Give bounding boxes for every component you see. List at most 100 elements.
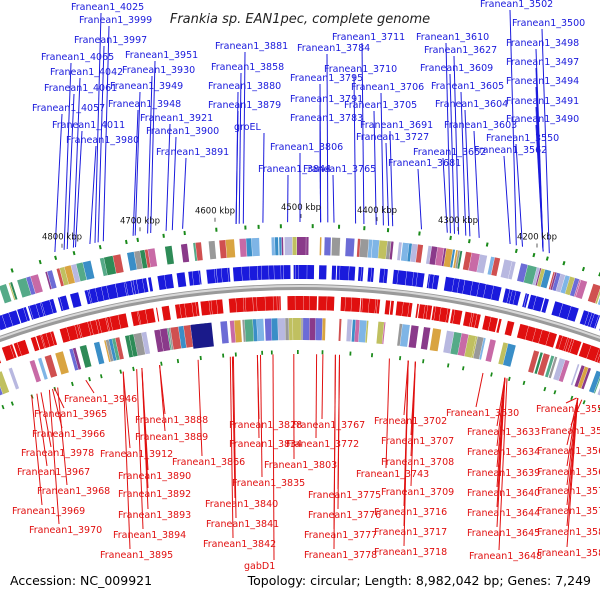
- outer-feature-segment: [30, 274, 43, 294]
- inner-feature-segment: [315, 318, 323, 341]
- genome-backbone-highlight: [0, 285, 600, 339]
- forward-gene-segment: [283, 265, 291, 280]
- bottom-callout-line: [52, 388, 63, 429]
- outer-feature-segment: [565, 276, 575, 296]
- bottom-gene-label: Franean1_3828: [229, 420, 302, 431]
- inner-feature-segment: [220, 321, 229, 344]
- outer-feature-segment: [407, 243, 412, 262]
- reverse-gene-segment: [401, 302, 410, 317]
- reverse-gene-segment: [279, 296, 281, 311]
- reverse-gene-segment: [17, 339, 30, 356]
- outer-feature-segment: [468, 252, 480, 272]
- outer-feature-segment: [45, 271, 52, 290]
- outer-feature-segment: [508, 261, 516, 280]
- bottom-callout-line: [385, 358, 390, 469]
- reverse-gene-segment: [482, 315, 491, 331]
- bottom-callout-line: [272, 354, 275, 561]
- outer-feature-segment: [410, 243, 418, 263]
- outer-feature-segment: [429, 246, 438, 265]
- inner-feature-segment: [537, 353, 550, 376]
- inner-marker-segment: [371, 353, 374, 358]
- outer-feature-segment: [59, 267, 69, 286]
- position-ticks: 4800 kbp 4700 kbp 4600 kbp 4500 kbp 4400 kbp…: [42, 203, 557, 248]
- bottom-gene-label: Franean1_3640: [467, 488, 540, 499]
- inner-feature-segment: [420, 327, 431, 350]
- inner-feature-segment: [593, 376, 600, 394]
- bottom-gene-label: Franean1_3842: [203, 539, 276, 550]
- bottom-gene-label: Franean1_3866: [172, 457, 245, 468]
- outer-feature-segment: [279, 237, 282, 256]
- forward-gene-segment: [241, 266, 250, 281]
- bottom-callout-line: [40, 392, 52, 448]
- inner-feature-segment: [354, 319, 360, 342]
- top-gene-label: Franean1_4011: [52, 120, 125, 131]
- top-gene-label: Franean1_3980: [66, 135, 139, 146]
- outer-feature-segment: [597, 297, 600, 306]
- inner-feature-segment: [577, 366, 589, 389]
- reverse-gene-segment: [131, 311, 140, 327]
- forward-gene-segment: [491, 285, 502, 302]
- reverse-gene-segment: [445, 308, 451, 323]
- forward-gene-segment: [296, 264, 299, 279]
- inner-feature-segment: [309, 318, 316, 341]
- reverse-gene-segment: [175, 304, 182, 319]
- top-gene-label: Franean1_3610: [416, 32, 489, 43]
- top-gene-label: Franean1_3791: [290, 94, 363, 105]
- inner-marker-segment: [222, 353, 225, 358]
- outer-marker-segment: [545, 256, 549, 261]
- top-callout-line: [66, 93, 75, 250]
- inner-feature-segment: [170, 326, 182, 350]
- forward-gene-segment: [87, 289, 93, 304]
- reverse-gene-segment: [368, 298, 376, 314]
- top-callout-line: [326, 53, 329, 223]
- forward-gene-segment: [541, 298, 549, 313]
- inner-marker-segment: [234, 352, 237, 357]
- bottom-gene-label: Franean1_3772: [286, 439, 359, 450]
- forward-gene-segment: [2, 312, 13, 329]
- reverse-gene-segment: [90, 320, 99, 335]
- reverse-gene-segment: [362, 298, 370, 313]
- forward-gene-segment: [57, 297, 64, 312]
- top-gene-label: Franean1_3999: [79, 15, 152, 26]
- reverse-gene-segment: [109, 315, 121, 331]
- reverse-gene-segment: [376, 299, 381, 314]
- reverse-gene-segment: [351, 297, 361, 312]
- forward-gene-segment: [280, 265, 284, 280]
- inner-feature-segment: [450, 331, 462, 355]
- inner-feature-segment: [553, 358, 566, 381]
- forward-gene-segment: [192, 270, 200, 286]
- top-gene-label: Franean1_3711: [332, 32, 405, 43]
- bottom-gene-label: Franean1_3709: [381, 487, 454, 498]
- inner-feature-segment: [115, 337, 124, 360]
- bottom-callout-line: [85, 379, 95, 394]
- forward-gene-segment: [522, 293, 528, 308]
- inner-marker-segment: [199, 355, 202, 361]
- reverse-gene-segment: [77, 324, 83, 338]
- bottom-gene-label: Franean1_3568: [537, 467, 600, 478]
- reverse-gene-segment: [407, 302, 413, 318]
- position-tick-label: 4700 kbp: [120, 216, 160, 226]
- outer-marker-segment: [581, 266, 585, 272]
- reverse-gene-segment: [586, 345, 600, 362]
- reverse-gene-segment: [563, 337, 570, 352]
- outer-feature-segment: [180, 243, 190, 263]
- forward-gene-segment: [428, 274, 434, 289]
- top-callout-line: [464, 109, 471, 237]
- inner-marker-segment: [160, 361, 163, 366]
- outer-feature-segment: [274, 237, 279, 256]
- forward-gene-segment: [307, 265, 315, 280]
- forward-gene-segment: [0, 315, 7, 331]
- bottom-gene-label: Franean1_3707: [381, 436, 454, 447]
- top-callout-line: [353, 74, 357, 224]
- top-gene-label: Franean1_3652: [413, 147, 486, 158]
- bottom-gene-label: Franean1_3634: [467, 447, 540, 458]
- forward-gene-segment: [357, 266, 362, 281]
- top-callout-line: [515, 143, 523, 247]
- outer-feature-segment: [378, 240, 388, 259]
- outer-marker-segment: [468, 239, 471, 244]
- inner-feature-segment: [382, 322, 386, 345]
- top-callout-line: [147, 75, 153, 234]
- forward-gene-segment: [27, 306, 34, 320]
- top-callout-line: [94, 12, 102, 243]
- top-gene-label: Franean1_3491: [506, 96, 579, 107]
